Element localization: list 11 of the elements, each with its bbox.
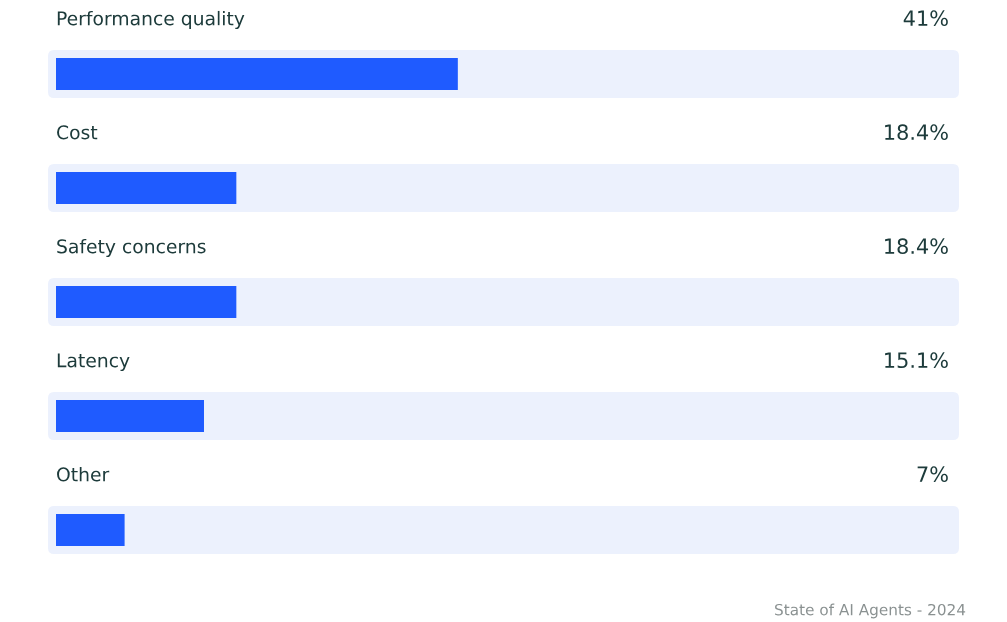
text: State of AI Agents - 2024 bbox=[775, 603, 966, 619]
data-label: 18.4% bbox=[885, 238, 948, 255]
data-label: 18.4% bbox=[885, 124, 948, 141]
data-label: 41% bbox=[903, 10, 948, 27]
y-tick-label: Cost bbox=[57, 125, 98, 140]
y-tick-label: Other bbox=[57, 466, 110, 482]
data-label: 15.1% bbox=[885, 352, 948, 369]
y-tick-label: Performance quality bbox=[57, 10, 245, 30]
data-label: 7% bbox=[917, 466, 948, 483]
y-tick-label: Safety concerns bbox=[57, 238, 206, 258]
y-tick-label: Latency bbox=[57, 353, 130, 372]
